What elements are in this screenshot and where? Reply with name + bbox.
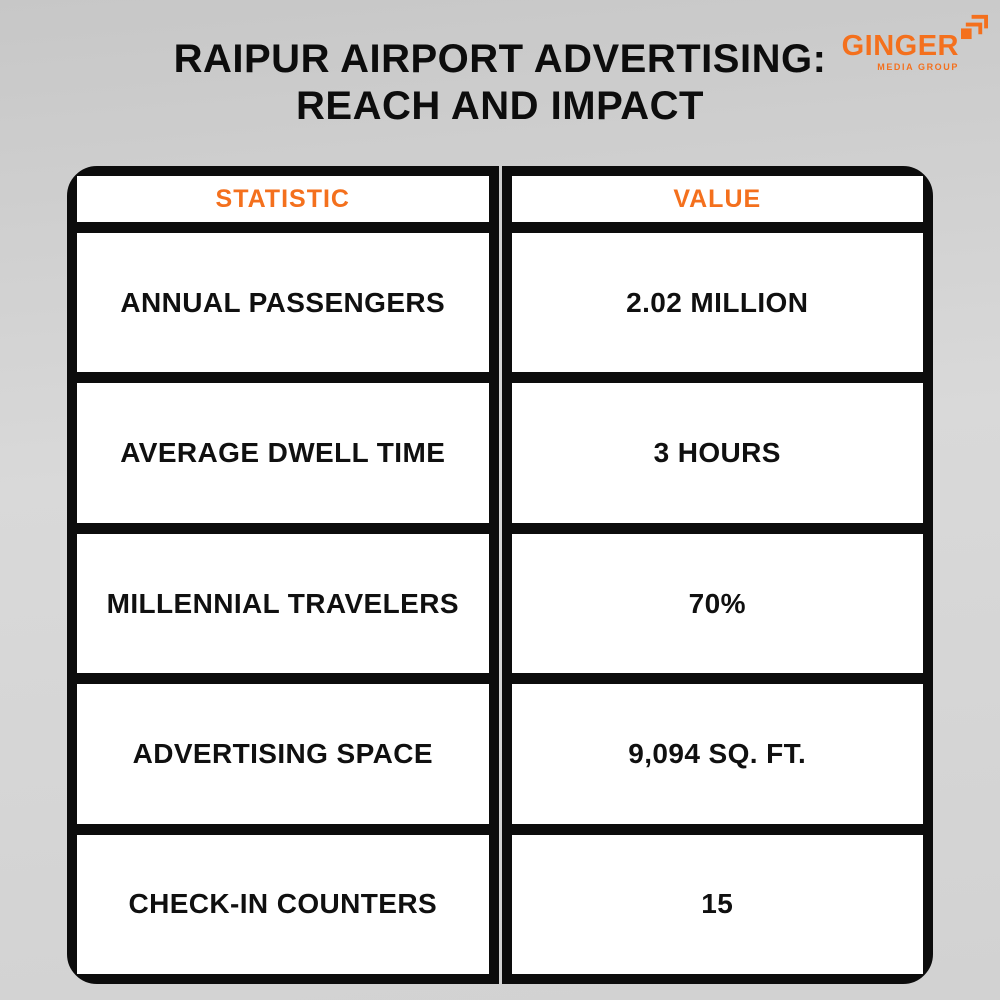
value-cell: 9,094 SQ. FT. xyxy=(511,684,923,824)
value-column-header: VALUE xyxy=(511,176,923,222)
statistic-column-header: STATISTIC xyxy=(77,176,489,222)
title-line-1: RAIPUR AIRPORT ADVERTISING: xyxy=(173,37,827,81)
stacked-corner-squares-icon xyxy=(961,14,988,40)
column-value: VALUE 2.02 MILLION 3 HOURS 70% 9,094 SQ.… xyxy=(501,166,933,984)
row-divider xyxy=(511,522,923,534)
row-divider xyxy=(77,372,489,384)
row-divider xyxy=(77,222,489,233)
logo-brand-text: GINGER xyxy=(841,30,959,62)
title-line-2: REACH AND IMPACT xyxy=(296,84,704,128)
row-divider xyxy=(511,823,923,835)
row-divider xyxy=(77,673,489,685)
logo-text-block: GINGER MEDIA GROUP xyxy=(841,30,959,73)
page-title: RAIPUR AIRPORT ADVERTISING: REACH AND IM… xyxy=(0,36,1000,130)
row-divider xyxy=(511,372,923,384)
value-cell: 15 xyxy=(511,834,923,975)
statistic-cell: AVERAGE DWELL TIME xyxy=(77,383,489,523)
row-divider xyxy=(77,823,489,835)
row-divider xyxy=(77,522,489,534)
statistic-cell: ADVERTISING SPACE xyxy=(77,684,489,824)
statistic-cell: MILLENNIAL TRAVELERS xyxy=(77,533,489,674)
column-statistic: STATISTIC ANNUAL PASSENGERS AVERAGE DWEL… xyxy=(67,166,499,984)
logo-tagline-text: MEDIA GROUP xyxy=(877,62,959,72)
statistic-cell: ANNUAL PASSENGERS xyxy=(77,233,489,373)
stats-table: STATISTIC ANNUAL PASSENGERS AVERAGE DWEL… xyxy=(67,166,933,984)
row-divider xyxy=(511,222,923,233)
brand-logo: GINGER MEDIA GROUP xyxy=(842,13,988,72)
row-divider xyxy=(511,673,923,685)
value-cell: 70% xyxy=(511,533,923,674)
statistic-cell: CHECK-IN COUNTERS xyxy=(77,834,489,975)
value-cell: 3 HOURS xyxy=(511,383,923,523)
value-cell: 2.02 MILLION xyxy=(511,233,923,373)
